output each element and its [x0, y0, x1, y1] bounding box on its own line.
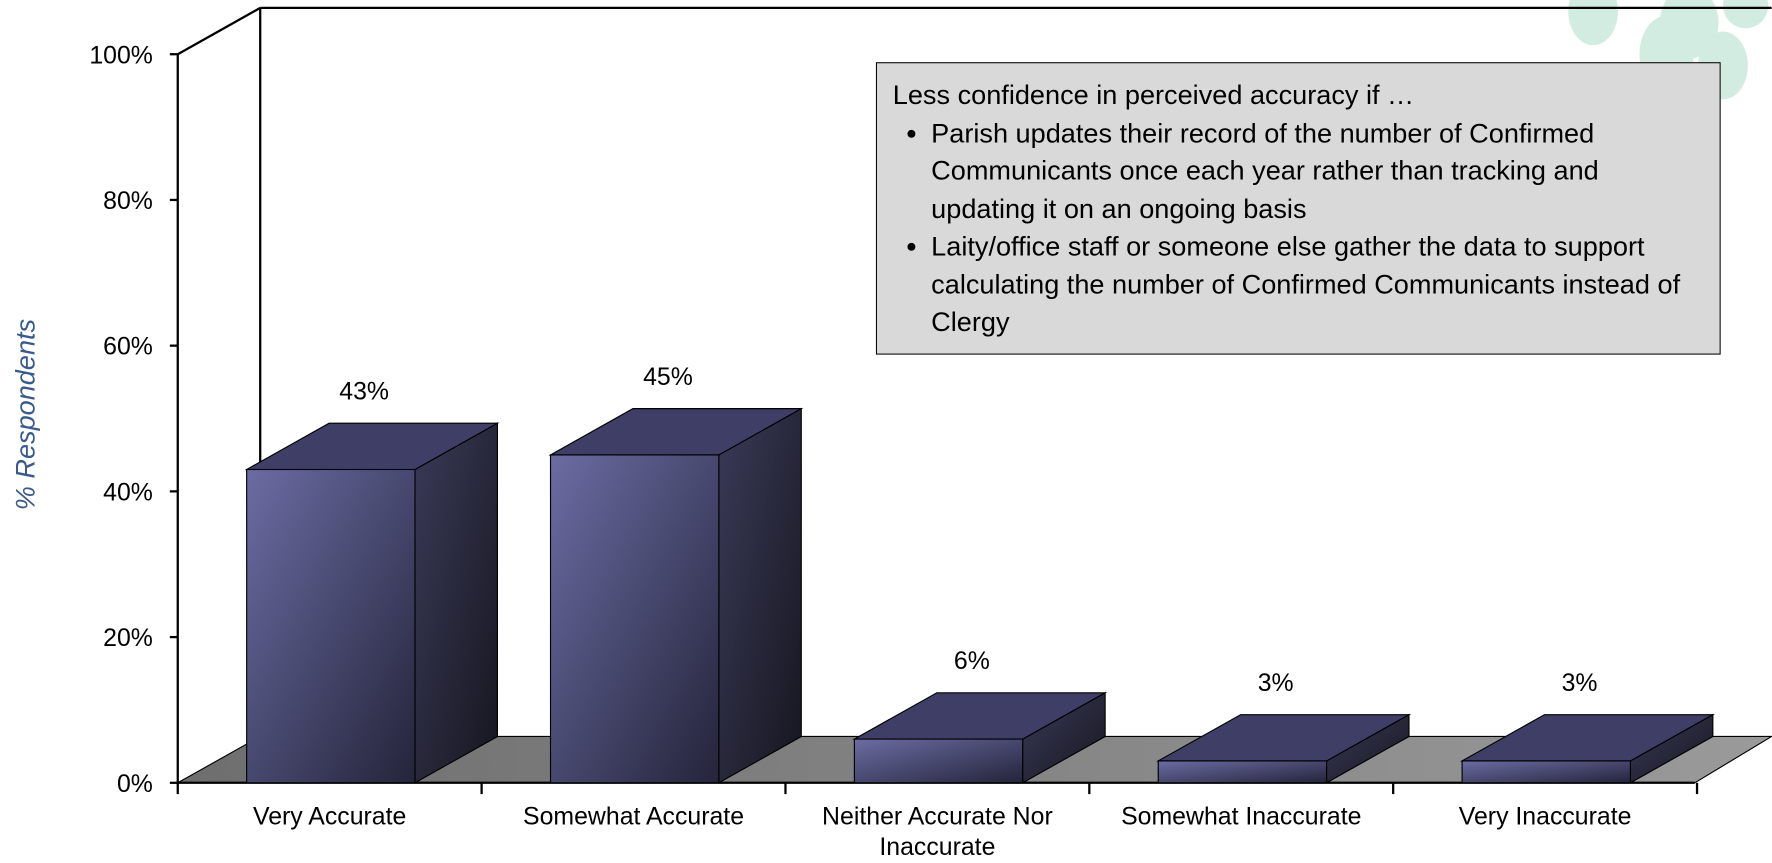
x-tick-label-box: Somewhat Accurate: [523, 802, 745, 831]
x-tick-label: Very Accurate: [253, 802, 407, 831]
x-tick-label-box: Very Inaccurate: [1458, 802, 1632, 831]
x-tick-label-box: Neither Accurate Nor Inaccurate: [822, 802, 1053, 861]
annotation-heading: Less confidence in perceived accuracy if…: [892, 80, 1415, 111]
y-tick-label: 60%: [103, 334, 153, 361]
annotation-bullet: Laity/office staff or someone else gathe…: [931, 228, 1704, 342]
bar: [1157, 760, 1328, 784]
y-axis-title: % Respondents: [9, 319, 40, 510]
top-edge: [177, 6, 261, 56]
bar: [853, 738, 1024, 784]
x-tick-label-box: Very Accurate: [253, 802, 407, 831]
x-tick-label: Neither Accurate Nor Inaccurate: [822, 802, 1053, 861]
bar-side: [718, 407, 802, 784]
x-tick-label: Somewhat Accurate: [523, 802, 745, 831]
y-tick-label: 20%: [103, 625, 153, 652]
annotation-box: Less confidence in perceived accuracy if…: [876, 62, 1721, 355]
value-label: 43%: [339, 378, 389, 405]
bar: [549, 454, 720, 784]
y-tick-label: 80%: [103, 188, 153, 215]
y-tick-label: 100%: [89, 42, 153, 69]
annotation-bullet: Parish updates their record of the numbe…: [931, 115, 1704, 229]
bar: [1461, 760, 1631, 784]
value-label: 6%: [954, 648, 990, 675]
y-tick-label: 0%: [117, 771, 153, 798]
value-label: 3%: [1258, 670, 1294, 697]
value-label: 45%: [643, 364, 693, 391]
annotation-list: Parish updates their record of the numbe…: [893, 115, 1704, 342]
y-tick-label: 40%: [103, 479, 153, 506]
x-tick-label: Somewhat Inaccurate: [1121, 802, 1362, 831]
bar: [246, 468, 416, 784]
annotation: Less confidence in perceived accuracy if…: [875, 62, 1721, 355]
bar-side: [414, 422, 498, 784]
value-label: 3%: [1562, 670, 1598, 697]
x-tick-label: Very Inaccurate: [1458, 802, 1632, 831]
x-tick-label-box: Somewhat Inaccurate: [1121, 802, 1362, 831]
